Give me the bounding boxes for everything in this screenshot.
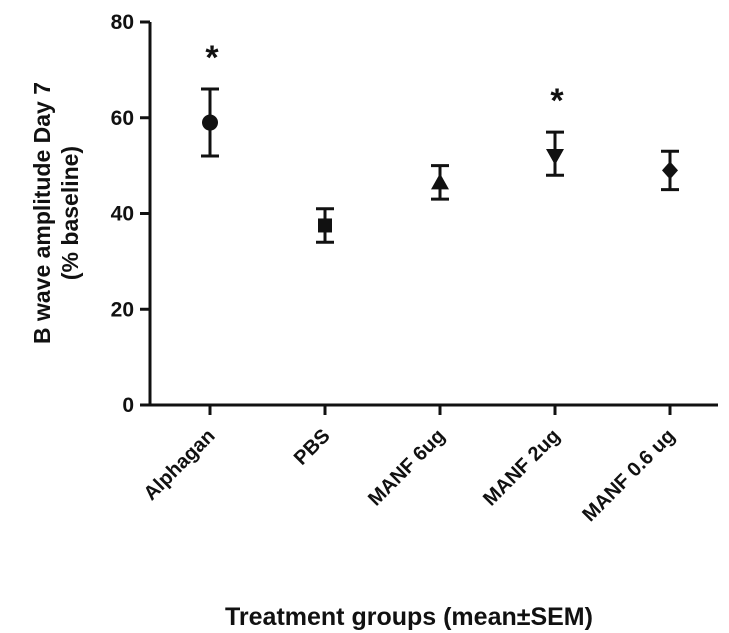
axes [148,22,718,407]
circle-marker [202,114,218,131]
y-tick-label: 40 [111,203,134,226]
x-tick-label: MANF 0.6 ug [578,425,679,526]
x-ticks: Alphagan PBS MANF 6ug MANF 2ug MANF 0.6 ug [140,405,680,526]
significance-asterisk: * [550,82,564,120]
y-tick-label: 80 [111,11,134,34]
x-tick-label: Alphagan [140,425,220,505]
square-marker [318,218,332,233]
x-tick-label: PBS [290,425,335,470]
data-point-5 [661,149,679,192]
data-points [201,87,679,244]
y-tick-label: 20 [111,298,134,321]
y-ticks: 0 20 40 60 80 [111,11,150,417]
x-tick-label: MANF 6ug [364,425,449,510]
y-tick-label: 0 [122,394,134,417]
y-axis-title-line1: B wave amplitude Day 7 [29,82,55,344]
significance-asterisk: * [205,39,219,77]
data-point-1 [201,87,219,158]
x-tick-label: MANF 2ug [479,425,564,510]
y-tick-label: 60 [111,107,134,130]
triangle-up-marker [431,173,449,190]
data-point-2 [316,207,334,244]
triangle-down-marker [546,149,564,166]
diamond-marker [662,161,678,180]
x-axis-title: Treatment groups (mean±SEM) [225,603,593,631]
data-point-3 [431,164,449,201]
significance-annotations: ** [205,39,564,120]
y-axis-title-line2: (% baseline) [57,146,83,280]
data-point-4 [546,130,564,177]
